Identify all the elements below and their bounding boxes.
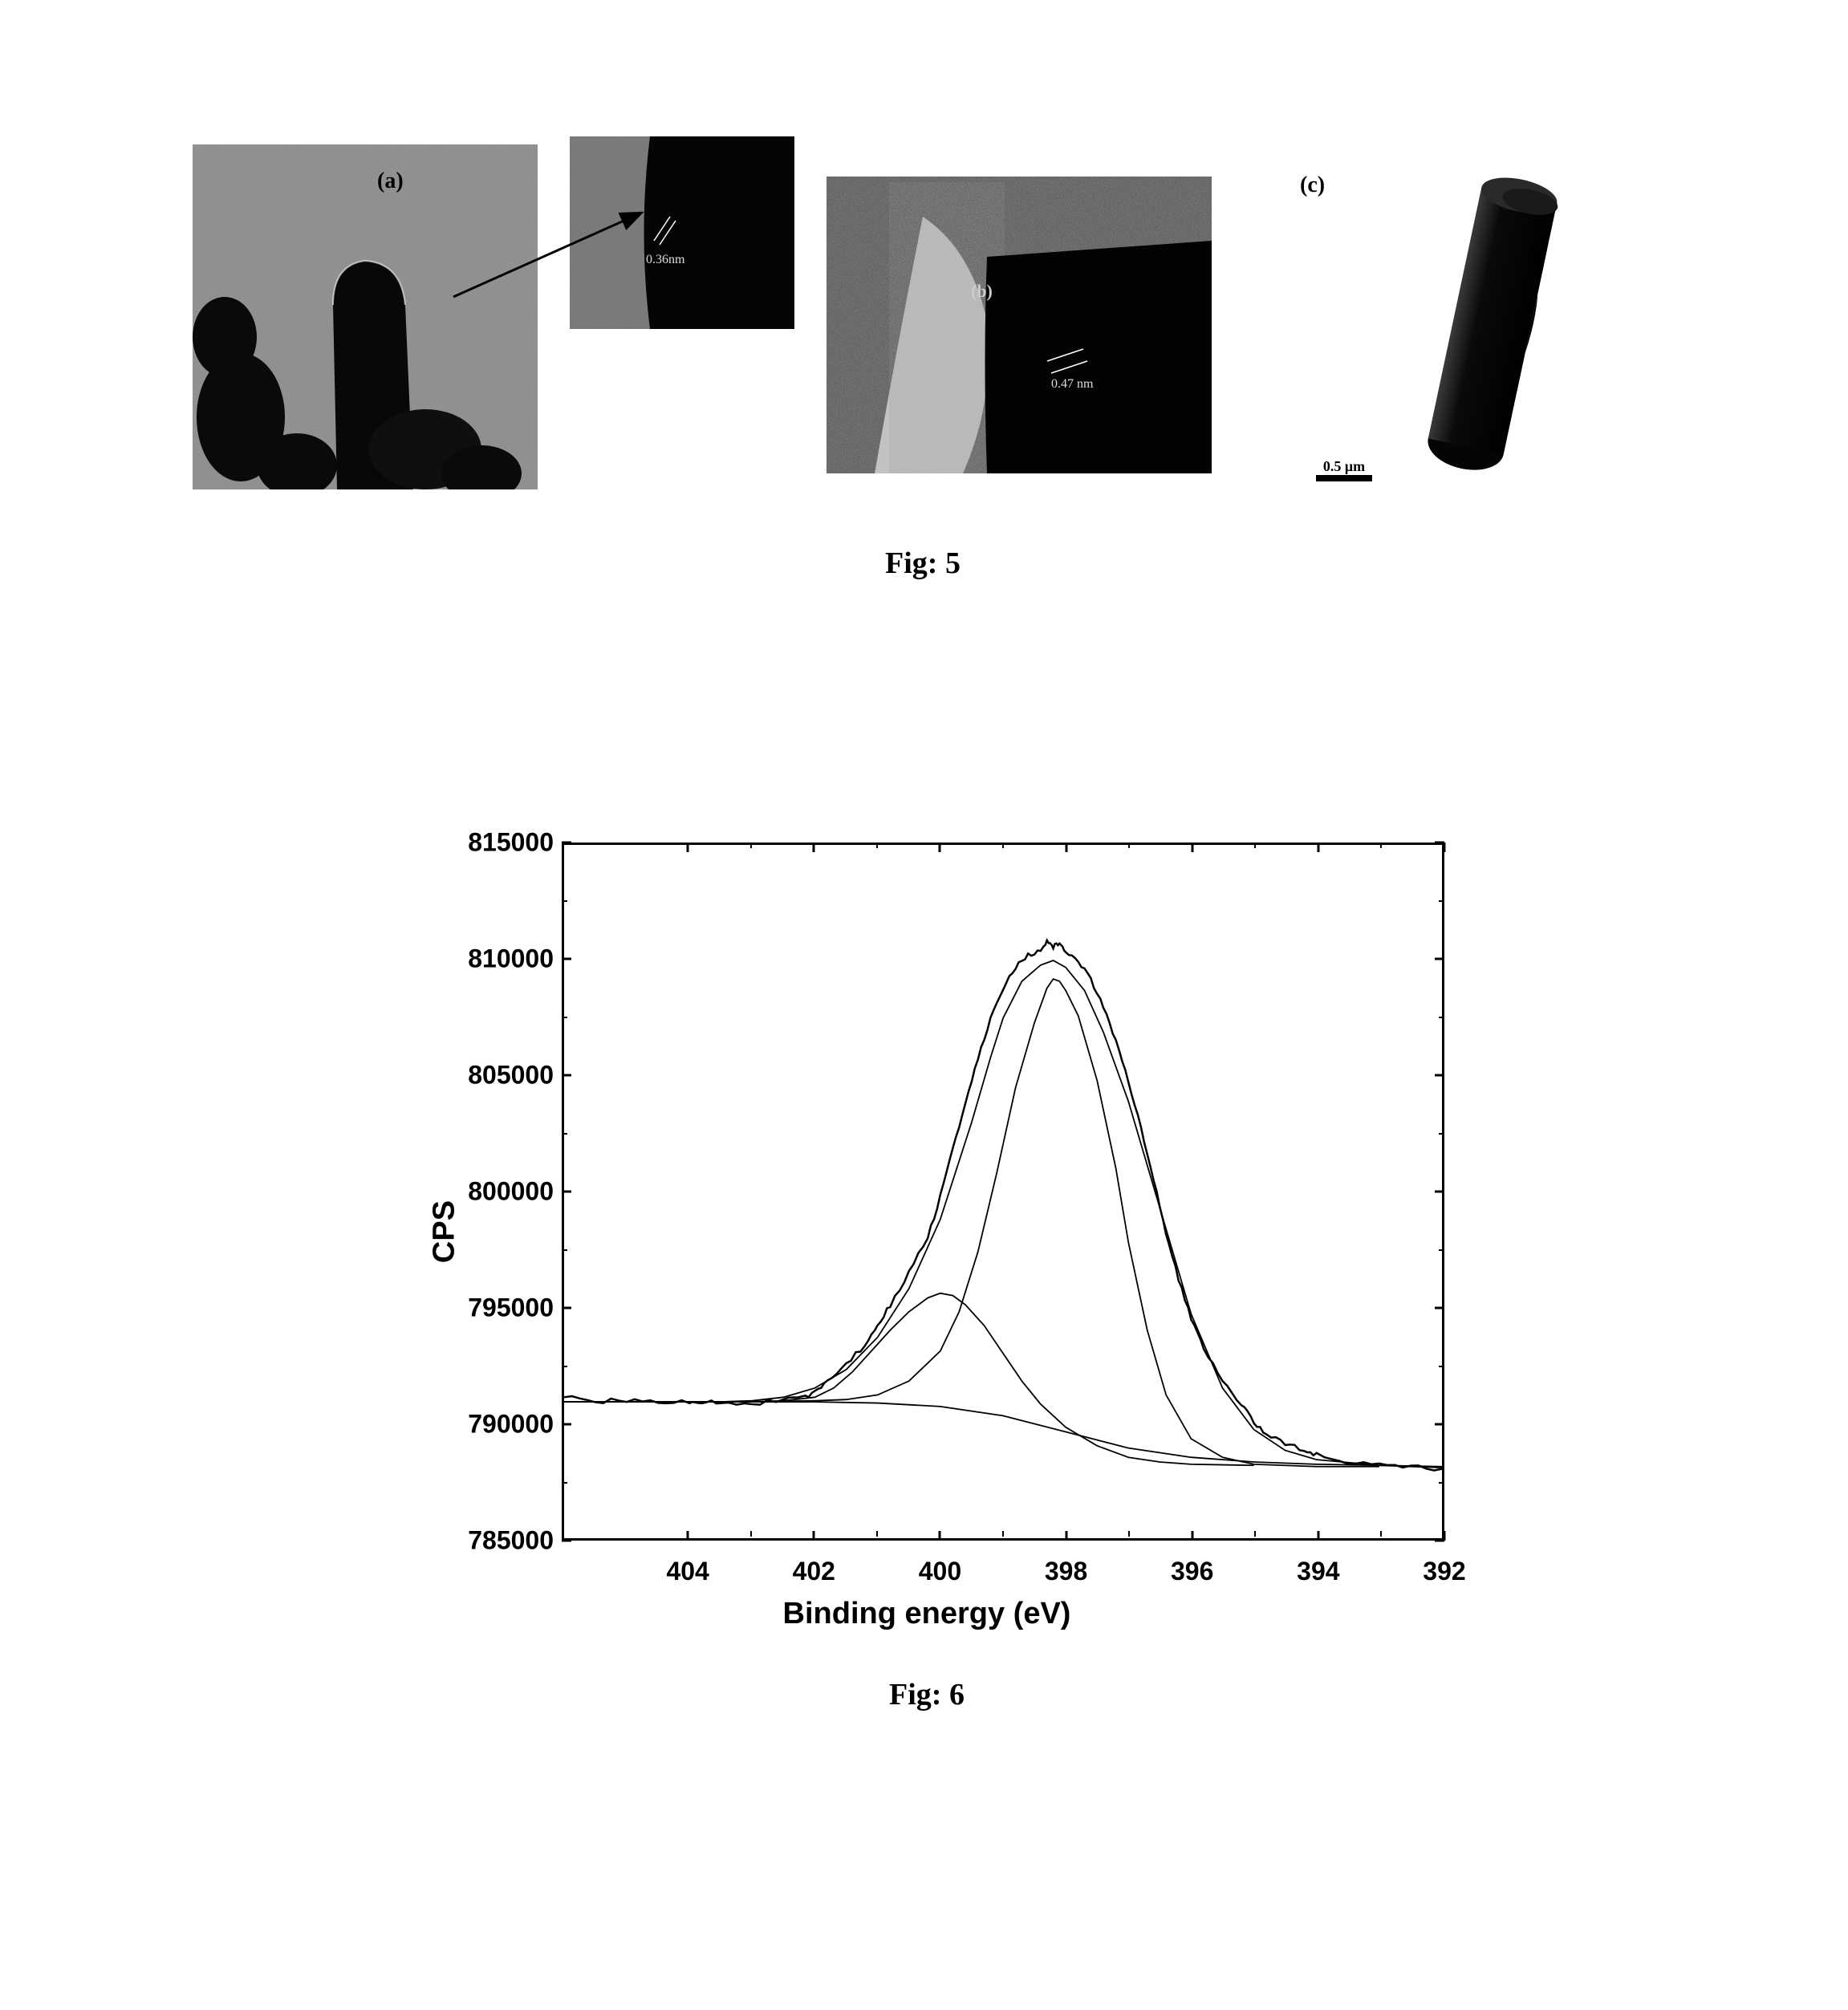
x-minor-tick xyxy=(1254,1531,1256,1537)
x-minor-tick-top xyxy=(1128,843,1130,848)
peak2-curve xyxy=(689,1293,1253,1466)
y-tick-mark xyxy=(562,842,571,844)
figure-6-caption: Fig: 6 xyxy=(385,1677,1468,1712)
y-tick-mark xyxy=(562,1307,571,1310)
tem-a-wrapper: (a) xyxy=(193,144,538,489)
tem-image-c: 0.5 μm xyxy=(1396,160,1589,497)
y-tick-label: 800000 xyxy=(468,1177,554,1207)
x-tick-label: 394 xyxy=(1297,1557,1339,1586)
y-tick-label: 805000 xyxy=(468,1061,554,1090)
y-minor-tick xyxy=(562,1249,567,1251)
y-tick-label: 795000 xyxy=(468,1293,554,1323)
x-tick-mark-top xyxy=(813,843,815,852)
xps-chart: CPS Binding energy (eV) 785000 790000 7950… xyxy=(385,818,1468,1645)
x-tick-mark xyxy=(1317,1531,1319,1541)
y-tick-label: 785000 xyxy=(468,1526,554,1556)
x-tick-mark xyxy=(939,1531,941,1541)
y-tick-label: 810000 xyxy=(468,944,554,974)
x-minor-tick xyxy=(1128,1531,1130,1537)
x-tick-mark-top xyxy=(1317,843,1319,852)
envelope-curve xyxy=(564,960,1442,1468)
x-tick-label: 392 xyxy=(1423,1557,1465,1586)
x-minor-tick-top xyxy=(1002,843,1004,848)
y-tick-mark xyxy=(562,1191,571,1193)
y-minor-tick xyxy=(562,1017,567,1018)
figure-6-container: CPS Binding energy (eV) 785000 790000 7950… xyxy=(385,818,1468,1712)
x-axis-label: Binding energy (eV) xyxy=(783,1597,1071,1631)
y-minor-tick-right xyxy=(1439,1133,1444,1135)
x-minor-tick-top xyxy=(1380,843,1382,848)
y-tick-label: 790000 xyxy=(468,1410,554,1439)
plot-area xyxy=(562,843,1444,1541)
x-minor-tick-top xyxy=(876,843,878,848)
x-minor-tick xyxy=(750,1531,752,1537)
scale-bar-label: 0.5 μm xyxy=(1323,458,1365,475)
y-minor-tick-right xyxy=(1439,900,1444,902)
y-minor-tick xyxy=(562,1133,567,1135)
y-minor-tick xyxy=(562,1482,567,1484)
x-tick-label: 398 xyxy=(1045,1557,1087,1586)
y-tick-mark-right xyxy=(1435,1191,1444,1193)
y-tick-mark xyxy=(562,958,571,960)
chart-curves xyxy=(564,845,1442,1538)
tem-image-row: (a) xyxy=(193,144,1653,497)
y-tick-mark-right xyxy=(1435,1307,1444,1310)
scale-bar-c: 0.5 μm xyxy=(1316,458,1372,481)
x-tick-mark-top xyxy=(939,843,941,852)
y-tick-mark xyxy=(562,1074,571,1077)
scale-bar-line xyxy=(1316,475,1372,481)
tem-image-b: (b) 0.47 nm xyxy=(827,177,1212,473)
y-minor-tick-right xyxy=(1439,1249,1444,1251)
arrow-a-to-inset xyxy=(449,201,658,313)
y-tick-mark xyxy=(562,1423,571,1426)
y-tick-label: 815000 xyxy=(468,828,554,858)
peak1-curve xyxy=(689,979,1379,1467)
y-tick-mark-right xyxy=(1435,1423,1444,1426)
y-tick-mark xyxy=(562,1540,571,1542)
y-minor-tick xyxy=(562,900,567,902)
baseline-curve xyxy=(564,1402,1442,1467)
inset-measurement: 0.36nm xyxy=(646,253,684,267)
y-tick-mark-right xyxy=(1435,958,1444,960)
x-tick-mark-top xyxy=(1191,843,1193,852)
x-tick-label: 402 xyxy=(793,1557,835,1586)
y-minor-tick-right xyxy=(1439,1366,1444,1367)
x-tick-label: 396 xyxy=(1171,1557,1213,1586)
x-minor-tick-top xyxy=(1254,843,1256,848)
y-minor-tick-right xyxy=(1439,1017,1444,1018)
figure-5-container: (a) xyxy=(193,144,1653,581)
tem-b-measurement: 0.47 nm xyxy=(1051,377,1093,392)
x-minor-tick xyxy=(876,1531,878,1537)
x-tick-mark xyxy=(1191,1531,1193,1541)
tem-b-label: (b) xyxy=(971,281,993,302)
x-tick-mark-top xyxy=(687,843,689,852)
x-tick-mark xyxy=(1444,1531,1446,1541)
figure-5-caption: Fig: 5 xyxy=(193,546,1653,581)
x-minor-tick xyxy=(1380,1531,1382,1537)
y-axis-label: CPS xyxy=(428,1200,462,1263)
x-tick-mark xyxy=(1065,1531,1067,1541)
x-tick-label: 404 xyxy=(666,1557,709,1586)
x-tick-label: 400 xyxy=(919,1557,961,1586)
y-minor-tick xyxy=(562,1366,567,1367)
x-tick-mark xyxy=(687,1531,689,1541)
y-tick-mark-right xyxy=(1435,1074,1444,1077)
x-minor-tick-top xyxy=(750,843,752,848)
y-minor-tick-right xyxy=(1439,1482,1444,1484)
tem-a-label: (a) xyxy=(377,169,404,194)
x-tick-mark-top xyxy=(1065,843,1067,852)
tem-c-label: (c) xyxy=(1300,173,1325,198)
x-minor-tick xyxy=(1002,1531,1004,1537)
x-tick-mark xyxy=(813,1531,815,1541)
x-tick-mark-top xyxy=(1444,843,1446,852)
tem-image-a: (a) xyxy=(193,144,538,489)
